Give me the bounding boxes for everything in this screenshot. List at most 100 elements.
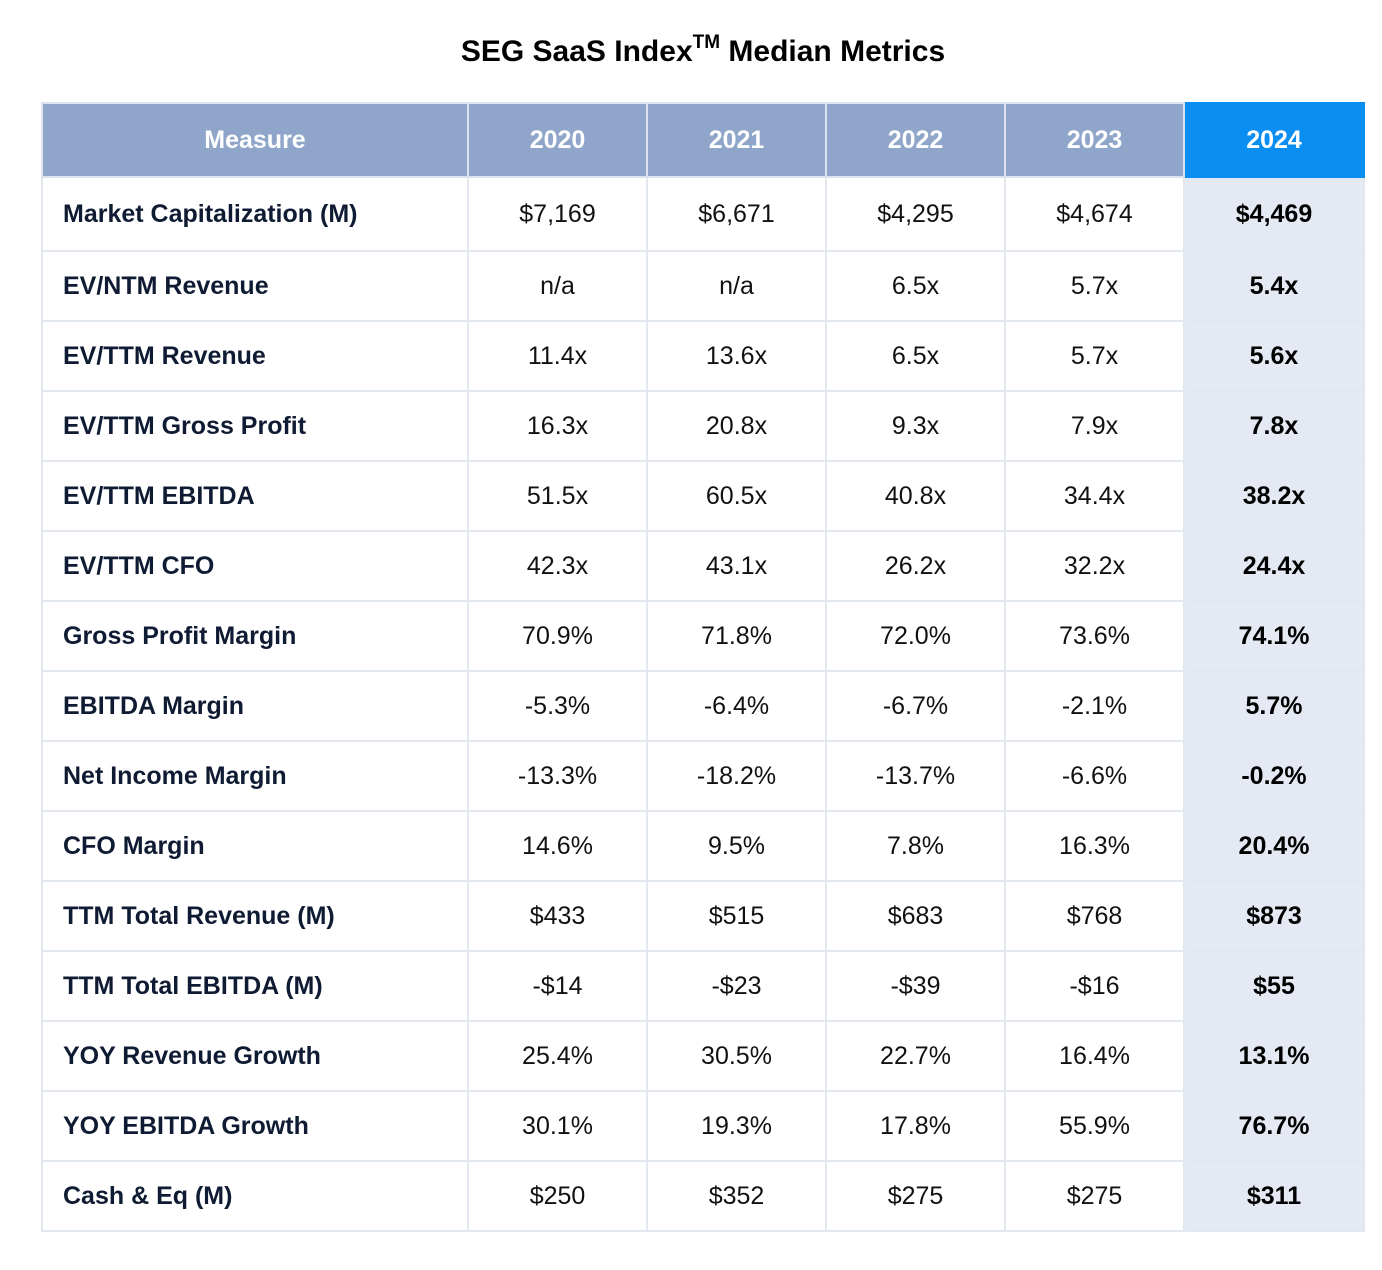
table-row: EV/TTM Gross Profit 16.3x 20.8x 9.3x 7.9x 7.8… [41, 390, 1365, 462]
value-cell-2020: n/a [467, 250, 648, 322]
value-cell-2021: 20.8x [646, 390, 827, 462]
table-row: YOY Revenue Growth 25.4% 30.5% 22.7% 16.4% 13… [41, 1020, 1365, 1092]
value-cell-2021: 9.5% [646, 810, 827, 882]
value-cell-2021: n/a [646, 250, 827, 322]
table-row: Net Income Margin -13.3% -18.2% -13.7% -6.6%… [41, 740, 1365, 812]
value-cell-2023: -$16 [1004, 950, 1185, 1022]
measure-cell: EBITDA Margin [41, 670, 469, 742]
table-row: EV/NTM Revenue n/a n/a 6.5x 5.7x 5.4x [41, 250, 1365, 322]
table-row: Gross Profit Margin 70.9% 71.8% 72.0% 73.6% 7… [41, 600, 1365, 672]
table-row: YOY EBITDA Growth 30.1% 19.3% 17.8% 55.9% 76.… [41, 1090, 1365, 1162]
measure-cell: EV/NTM Revenue [41, 250, 469, 322]
value-cell-2022: -6.7% [825, 670, 1006, 742]
value-cell-2023: 73.6% [1004, 600, 1185, 672]
value-cell-2020: $250 [467, 1160, 648, 1232]
value-cell-2024: 5.4x [1183, 250, 1365, 322]
value-cell-2023: -2.1% [1004, 670, 1185, 742]
value-cell-2023: 5.7x [1004, 320, 1185, 392]
measure-cell: Market Capitalization (M) [41, 176, 469, 252]
header-2023: 2023 [1004, 102, 1185, 178]
value-cell-2020: -5.3% [467, 670, 648, 742]
value-cell-2020: 25.4% [467, 1020, 648, 1092]
trademark-superscript: TM [692, 32, 721, 53]
value-cell-2021: -$23 [646, 950, 827, 1022]
value-cell-2020: -$14 [467, 950, 648, 1022]
value-cell-2020: 14.6% [467, 810, 648, 882]
value-cell-2022: 17.8% [825, 1090, 1006, 1162]
value-cell-2024: 13.1% [1183, 1020, 1365, 1092]
header-measure: Measure [41, 102, 469, 178]
measure-cell: EV/TTM CFO [41, 530, 469, 602]
value-cell-2021: 30.5% [646, 1020, 827, 1092]
value-cell-2022: 26.2x [825, 530, 1006, 602]
table-row: EBITDA Margin -5.3% -6.4% -6.7% -2.1% 5.7% [41, 670, 1365, 742]
value-cell-2022: -$39 [825, 950, 1006, 1022]
value-cell-2023: 55.9% [1004, 1090, 1185, 1162]
value-cell-2024: $4,469 [1183, 176, 1365, 252]
value-cell-2022: $4,295 [825, 176, 1006, 252]
value-cell-2021: $6,671 [646, 176, 827, 252]
value-cell-2024: 5.7% [1183, 670, 1365, 742]
table-header-row: Measure 2020 2021 2022 2023 2024 [41, 102, 1365, 178]
value-cell-2021: $515 [646, 880, 827, 952]
value-cell-2024: 76.7% [1183, 1090, 1365, 1162]
value-cell-2024: 7.8x [1183, 390, 1365, 462]
value-cell-2023: 34.4x [1004, 460, 1185, 532]
table-row: TTM Total EBITDA (M) -$14 -$23 -$39 -$16 $55 [41, 950, 1365, 1022]
value-cell-2024: 74.1% [1183, 600, 1365, 672]
value-cell-2022: $275 [825, 1160, 1006, 1232]
measure-cell: EV/TTM Gross Profit [41, 390, 469, 462]
page-title: SEG SaaS IndexTM Median Metrics [0, 30, 1382, 74]
table-row: EV/TTM Revenue 11.4x 13.6x 6.5x 5.7x 5.6x [41, 320, 1365, 392]
title-rest: Median Metrics [720, 35, 946, 68]
value-cell-2020: 11.4x [467, 320, 648, 392]
value-cell-2024: 5.6x [1183, 320, 1365, 392]
value-cell-2021: -18.2% [646, 740, 827, 812]
value-cell-2023: 16.4% [1004, 1020, 1185, 1092]
measure-cell: CFO Margin [41, 810, 469, 882]
value-cell-2020: $7,169 [467, 176, 648, 252]
value-cell-2023: -6.6% [1004, 740, 1185, 812]
value-cell-2020: $433 [467, 880, 648, 952]
header-2020: 2020 [467, 102, 648, 178]
value-cell-2020: -13.3% [467, 740, 648, 812]
measure-cell: Cash & Eq (M) [41, 1160, 469, 1232]
value-cell-2021: 43.1x [646, 530, 827, 602]
value-cell-2021: -6.4% [646, 670, 827, 742]
value-cell-2024: 20.4% [1183, 810, 1365, 882]
measure-cell: YOY EBITDA Growth [41, 1090, 469, 1162]
value-cell-2021: $352 [646, 1160, 827, 1232]
value-cell-2023: 32.2x [1004, 530, 1185, 602]
header-2021: 2021 [646, 102, 827, 178]
value-cell-2024: $873 [1183, 880, 1365, 952]
value-cell-2024: 24.4x [1183, 530, 1365, 602]
table-row: Cash & Eq (M) $250 $352 $275 $275 $311 [41, 1160, 1365, 1232]
table-row: Market Capitalization (M) $7,169 $6,671 $4,… [41, 176, 1365, 252]
value-cell-2021: 71.8% [646, 600, 827, 672]
value-cell-2022: 7.8% [825, 810, 1006, 882]
table-row: EV/TTM EBITDA 51.5x 60.5x 40.8x 34.4x 38.2x [41, 460, 1365, 532]
value-cell-2020: 70.9% [467, 600, 648, 672]
value-cell-2020: 51.5x [467, 460, 648, 532]
value-cell-2023: 7.9x [1004, 390, 1185, 462]
value-cell-2021: 13.6x [646, 320, 827, 392]
value-cell-2022: $683 [825, 880, 1006, 952]
value-cell-2024: 38.2x [1183, 460, 1365, 532]
value-cell-2023: $275 [1004, 1160, 1185, 1232]
measure-cell: EV/TTM EBITDA [41, 460, 469, 532]
value-cell-2024: -0.2% [1183, 740, 1365, 812]
title-main: SEG SaaS Index [460, 35, 693, 68]
value-cell-2023: 16.3% [1004, 810, 1185, 882]
value-cell-2022: 72.0% [825, 600, 1006, 672]
value-cell-2023: 5.7x [1004, 250, 1185, 322]
value-cell-2022: 6.5x [825, 250, 1006, 322]
value-cell-2020: 30.1% [467, 1090, 648, 1162]
value-cell-2024: $311 [1183, 1160, 1365, 1232]
value-cell-2022: 6.5x [825, 320, 1006, 392]
table-row: TTM Total Revenue (M) $433 $515 $683 $768 $87… [41, 880, 1365, 952]
value-cell-2020: 16.3x [467, 390, 648, 462]
measure-cell: YOY Revenue Growth [41, 1020, 469, 1092]
measure-cell: Gross Profit Margin [41, 600, 469, 672]
value-cell-2023: $768 [1004, 880, 1185, 952]
value-cell-2022: 40.8x [825, 460, 1006, 532]
